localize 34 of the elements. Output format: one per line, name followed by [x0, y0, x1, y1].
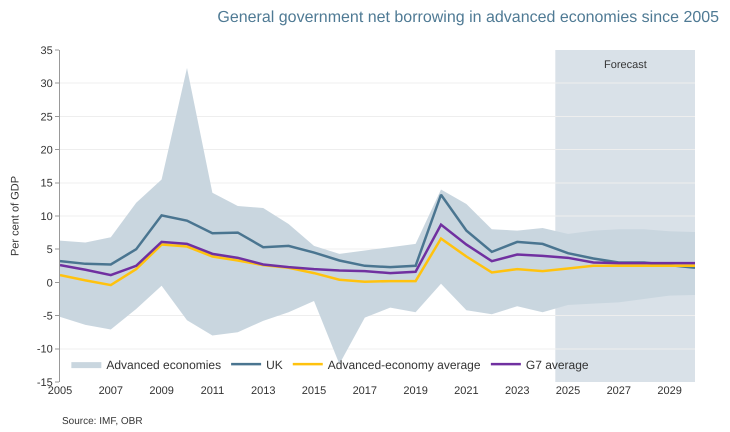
- legend-label: Advanced economies: [106, 358, 222, 372]
- x-tick-label: 2015: [302, 385, 326, 397]
- x-tick-label: 2025: [556, 385, 580, 397]
- x-tick-label: 2029: [657, 385, 682, 397]
- y-tick-label: 15: [40, 178, 53, 190]
- y-tick-label: 35: [40, 44, 53, 57]
- x-tick-label: 2011: [200, 385, 224, 397]
- y-tick-label: 30: [40, 78, 53, 90]
- source-note: Source: IMF, OBR: [62, 416, 143, 427]
- line-series: [60, 194, 695, 270]
- line-series: [60, 223, 695, 276]
- x-tick-label: 2019: [403, 385, 428, 397]
- y-tick-label: 25: [40, 111, 53, 124]
- x-tick-label: 2021: [454, 385, 479, 397]
- y-tick-label: 10: [40, 210, 53, 223]
- line-series: [60, 237, 695, 286]
- chart-title: General government net borrowing in advanced economies since 2005: [217, 9, 720, 26]
- y-tick-label: -10: [36, 344, 53, 356]
- x-tick-label: 2017: [352, 385, 378, 397]
- y-tick-label: 20: [40, 144, 53, 156]
- x-tick-label: 2023: [504, 385, 530, 397]
- x-tick-label: 2027: [606, 385, 632, 397]
- legend-label: G7 average: [526, 358, 589, 372]
- x-tick-label: 2005: [48, 385, 72, 397]
- y-axis-title: Per cent of GDP: [10, 176, 22, 256]
- x-tick-label: 2013: [250, 385, 276, 397]
- y-tick-label: 5: [46, 244, 53, 256]
- y-tick-label: 0: [46, 277, 53, 290]
- legend-label: UK: [266, 358, 283, 372]
- legend-label: Advanced-economy average: [328, 358, 481, 372]
- x-tick-label: 2009: [149, 385, 174, 397]
- band-label: Forecast: [604, 59, 647, 71]
- y-tick-label: -5: [43, 310, 53, 322]
- x-tick-label: 2007: [98, 385, 124, 397]
